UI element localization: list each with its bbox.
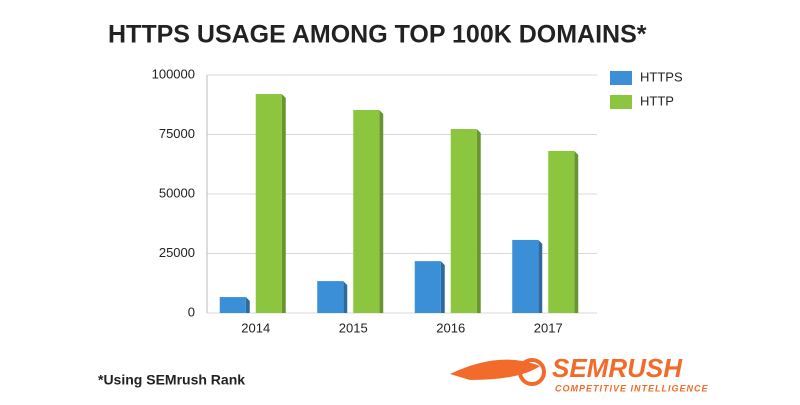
bar-side (440, 261, 445, 313)
legend-label: HTTPS (640, 69, 683, 84)
bar-side (574, 150, 579, 313)
legend-swatch (610, 71, 632, 85)
bar-side (476, 129, 481, 313)
bar-side (343, 281, 348, 313)
y-tick-label: 100000 (152, 66, 195, 81)
chart-title: HTTPS USAGE AMONG TOP 100K DOMAINS* (108, 21, 647, 49)
y-tick-label: 0 (188, 304, 195, 319)
bar (353, 109, 380, 314)
footnote: *Using SEMrush Rank (98, 372, 245, 388)
bar (317, 281, 344, 313)
x-tick-label: 2017 (534, 320, 563, 335)
logo-tagline: COMPETITIVE INTELLIGENCE (555, 383, 709, 393)
bar (548, 150, 575, 313)
x-tick-label: 2016 (436, 320, 465, 335)
logo-ring (518, 358, 546, 386)
y-tick-label: 25000 (159, 245, 195, 260)
bar-side (245, 297, 250, 313)
logo-name: SEMRUSH (552, 353, 683, 383)
bar (512, 239, 539, 313)
x-tick-label: 2015 (339, 320, 368, 335)
y-tick-label: 75000 (159, 126, 195, 141)
legend-swatch (610, 95, 632, 109)
bar-side (538, 239, 543, 313)
bar (450, 129, 477, 313)
bar-side (379, 109, 384, 314)
bar-side (281, 94, 286, 313)
bar (255, 94, 282, 313)
legend-label: HTTP (640, 93, 674, 108)
logo-flame (450, 359, 540, 380)
x-tick-label: 2014 (241, 320, 270, 335)
y-tick-label: 50000 (159, 185, 195, 200)
bar (219, 297, 246, 313)
logo: SEMRUSH COMPETITIVE INTELLIGENCE (450, 353, 709, 393)
bar (414, 261, 441, 313)
